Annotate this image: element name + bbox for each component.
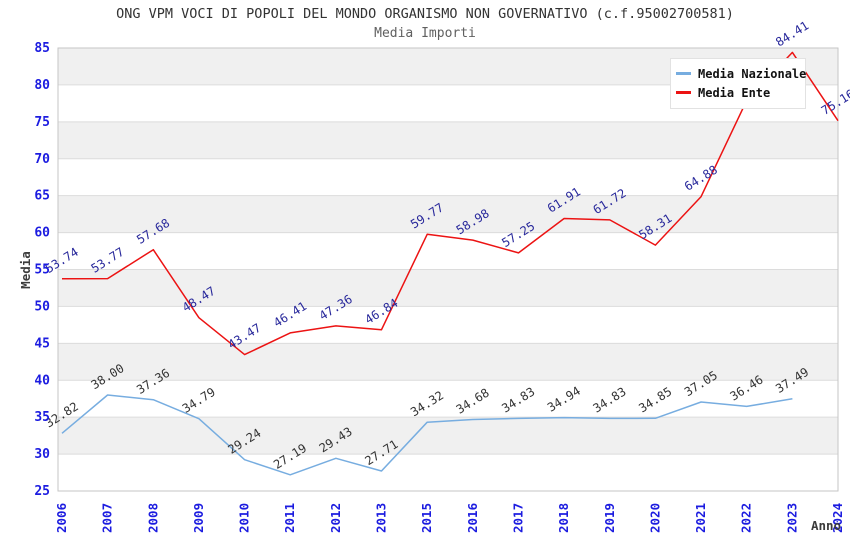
y-tick-label: 65 [34,189,50,204]
x-tick-label: 2006 [54,503,69,533]
data-label: 64.88 [682,163,720,194]
legend-label: Media Ente [698,85,771,100]
y-tick-label: 75 [34,115,50,130]
y-tick-label: 55 [34,263,50,278]
x-tick-label: 2016 [465,503,480,533]
legend-swatch-red-line-icon [676,91,691,94]
legend-item-media-nazionale[interactable]: Media Nazionale [676,64,806,83]
y-tick-label: 45 [34,336,50,351]
band [58,121,838,159]
y-tick-label: 50 [34,299,50,314]
chart-subtitle: Media Importi [374,26,476,41]
data-label: 34.32 [408,388,446,419]
x-tick-label: 2022 [739,503,754,533]
legend-swatch-blue-line-icon [676,72,691,75]
y-tick-label: 85 [34,41,50,56]
band [58,195,838,233]
y-tick-label: 30 [34,447,50,462]
y-tick-label: 80 [34,78,50,93]
x-tick-label: 2019 [602,503,617,533]
data-label: 34.79 [180,385,218,416]
legend: Media Nazionale Media Ente [670,58,806,109]
x-tick-label: 2021 [693,503,708,533]
band [58,343,838,381]
x-tick-label: 2020 [647,503,662,533]
x-tick-label: 2008 [145,503,160,533]
y-axis-title: Media [18,251,33,289]
data-label: 75.16 [819,87,850,118]
y-axis-ticks: 25 30 35 40 45 50 55 60 65 70 75 80 85 [34,41,50,499]
x-axis-title: Anno [811,518,841,533]
data-label: 34.83 [499,385,537,416]
x-tick-label: 2011 [282,503,297,533]
series-line-media-nazionale [61,394,793,476]
x-tick-label: 2017 [510,503,525,533]
plot-border [57,47,839,492]
x-tick-label: 2009 [191,503,206,533]
band [58,269,838,307]
series-line-media-ente [61,51,839,356]
x-axis-ticks: 2006 2007 2008 2009 2010 2011 2012 2013 2015 2016… [54,503,845,533]
x-tick-label: 2024 [830,503,845,533]
x-tick-label: 2023 [784,503,799,533]
y-tick-label: 40 [34,373,50,388]
y-tick-label: 60 [34,226,50,241]
data-label: 34.83 [591,385,629,416]
y-tick-label: 25 [34,484,50,499]
y-tick-label: 70 [34,152,50,167]
data-label: 34.85 [636,384,674,415]
legend-item-media-ente[interactable]: Media Ente [676,83,797,102]
data-label: 84.41 [773,18,811,49]
x-tick-label: 2010 [237,503,252,533]
data-label: 34.68 [454,386,492,417]
legend-label: Media Nazionale [698,66,807,81]
x-tick-label: 2007 [100,503,115,533]
x-tick-label: 2012 [328,503,343,533]
x-tick-label: 2015 [419,503,434,533]
x-tick-label: 2018 [556,503,571,533]
x-tick-label: 2013 [374,503,389,533]
y-tick-label: 35 [34,410,50,425]
data-label: 34.94 [545,384,583,415]
chart-title: ONG VPM VOCI DI POPOLI DEL MONDO ORGANIS… [116,6,734,22]
band [58,417,838,455]
